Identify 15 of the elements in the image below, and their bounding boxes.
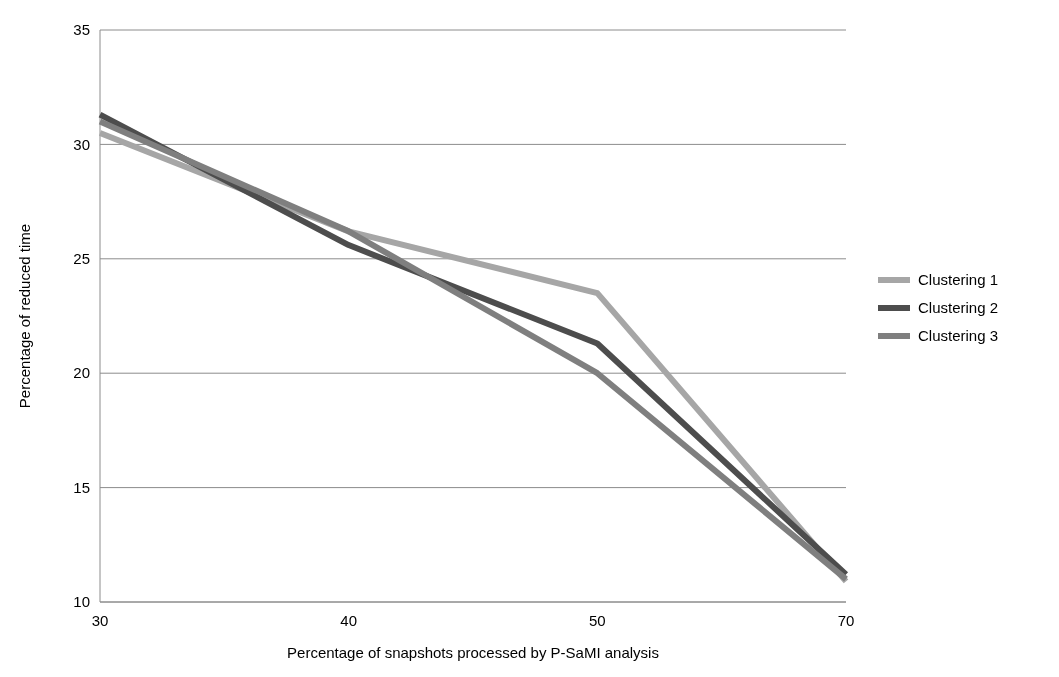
y-tick-label: 10 — [73, 593, 90, 611]
x-tick-label: 70 — [837, 612, 855, 629]
y-tick-label: 20 — [73, 364, 90, 382]
x-tick-label: 50 — [588, 612, 606, 629]
legend-label: Clustering 3 — [918, 327, 999, 345]
x-tick-label: 30 — [91, 612, 109, 629]
y-tick-label: 35 — [73, 21, 90, 39]
y-tick-label: 15 — [73, 478, 90, 496]
x-tick-label: 40 — [340, 612, 358, 629]
legend-label: Clustering 1 — [918, 271, 999, 289]
y-axis-title: Percentage of reduced time — [16, 223, 33, 409]
y-tick-label: 30 — [73, 135, 90, 153]
legend-label: Clustering 2 — [918, 299, 999, 317]
y-tick-label: 25 — [73, 250, 90, 268]
x-axis-title: Percentage of snapshots processed by P-SaMI analysis — [287, 644, 659, 661]
